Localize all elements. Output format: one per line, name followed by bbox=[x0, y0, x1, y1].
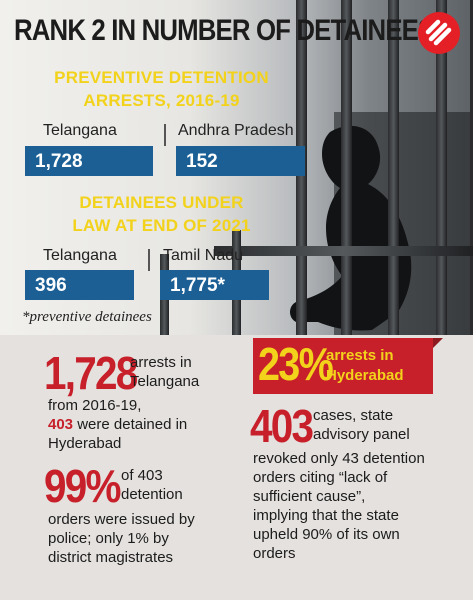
section1-left-value: 1,728 bbox=[25, 146, 153, 176]
hero-background: RANK 2 IN NUMBER OF DETAINEES PREVENTIVE… bbox=[0, 0, 473, 335]
section2-right-label: Tamil Nadu bbox=[163, 247, 244, 264]
fact2-text-b: orders were issued by bbox=[48, 511, 195, 528]
fact4-text-d: sufficient cause”, bbox=[253, 488, 366, 505]
fact2-text-a1: of 403 bbox=[121, 467, 163, 484]
section1-heading-line2: ARRESTS, 2016-19 bbox=[83, 91, 240, 110]
fact4-text-a2: advisory panel bbox=[313, 426, 410, 443]
fact3-text-a1: arrests in bbox=[326, 347, 394, 364]
section1-divider bbox=[164, 124, 166, 146]
section1-right-label: Andhra Pradesh bbox=[178, 122, 294, 139]
section1-right-value: 152 bbox=[176, 146, 305, 176]
fact3-text-a2: Hyderabad bbox=[326, 367, 404, 384]
section2-heading-line2: LAW AT END OF 2021 bbox=[72, 216, 251, 235]
indian-express-logo-icon bbox=[418, 12, 460, 54]
section2-left-value: 396 bbox=[25, 270, 134, 300]
section2-divider bbox=[148, 249, 150, 271]
section2-right-value: 1,775* bbox=[160, 270, 269, 300]
page-title: RANK 2 IN NUMBER OF DETAINEES bbox=[14, 14, 435, 47]
fact1-text-a1: arrests in bbox=[130, 354, 192, 371]
fact4-text-a1: cases, state bbox=[313, 407, 394, 424]
section2-heading-line1: DETAINEES UNDER bbox=[79, 193, 244, 212]
fact2-number: 99% bbox=[44, 460, 122, 512]
fact3-number: 23% bbox=[258, 338, 334, 390]
fact2-text-c: police; only 1% by bbox=[48, 530, 169, 547]
fact4-text-g: orders bbox=[253, 545, 296, 562]
section1-left-label: Telangana bbox=[43, 122, 117, 139]
fact1-number: 1,728 bbox=[44, 347, 138, 399]
fact2-text-d: district magistrates bbox=[48, 549, 174, 566]
fact1-text-b: from 2016-19, bbox=[48, 397, 142, 414]
fact2-text-a2: detention bbox=[121, 486, 183, 503]
fact1-line-c: 403 were detained in bbox=[48, 415, 187, 434]
prison-bars-illustration bbox=[160, 0, 473, 335]
fact4-text-f: upheld 90% of its own bbox=[253, 526, 400, 543]
section1-heading-line1: PREVENTIVE DETENTION bbox=[54, 68, 269, 87]
fact4-text-e: implying that the state bbox=[253, 507, 399, 524]
fact1-text-c: were detained in bbox=[73, 416, 188, 433]
footnote: *preventive detainees bbox=[22, 309, 152, 325]
fact4-number: 403 bbox=[250, 400, 314, 452]
fact1-highlight: 403 bbox=[48, 416, 74, 433]
fact1-text-d: Hyderabad bbox=[48, 435, 122, 452]
fact4-text-c: orders citing “lack of bbox=[253, 469, 388, 486]
fact3-badge-fold bbox=[433, 338, 443, 348]
section2-left-label: Telangana bbox=[43, 247, 117, 264]
fact1-text-a2: Telangana bbox=[130, 373, 200, 390]
fact4-text-b: revoked only 43 detention bbox=[253, 450, 425, 467]
fact3-badge bbox=[253, 338, 433, 394]
